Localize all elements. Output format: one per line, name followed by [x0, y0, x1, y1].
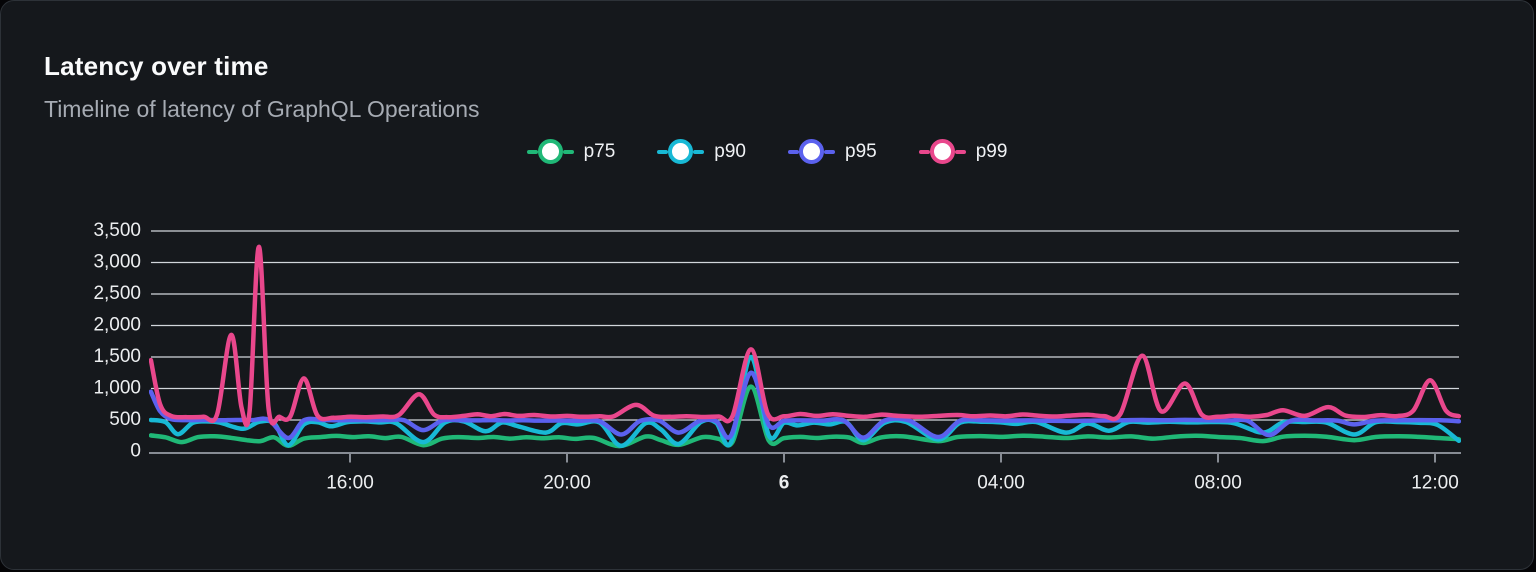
page-title: Latency over time — [44, 51, 269, 81]
legend-dot-icon — [668, 139, 694, 164]
series-line-p99 — [149, 244, 1461, 428]
legend-series-marker-icon — [657, 139, 705, 164]
x-axis-label: 04:00 — [977, 473, 1025, 494]
y-axis-label: 3,000 — [93, 252, 141, 273]
legend-dot-icon — [929, 139, 955, 164]
legend-line-icon — [954, 149, 966, 154]
series-line-p95 — [149, 370, 1461, 441]
y-axis-label: 1,500 — [93, 346, 141, 367]
legend-line-icon — [788, 149, 799, 154]
legend-item-label: p99 — [975, 140, 1008, 162]
legend-item-p75[interactable]: p75 — [526, 139, 616, 164]
legend-series-marker-icon — [918, 139, 966, 164]
page-subtitle: Timeline of latency of GraphQL Operation… — [44, 96, 480, 122]
y-axis-label: 2,000 — [93, 315, 141, 336]
legend-line-icon — [526, 149, 538, 154]
x-axis-label: 20:00 — [543, 473, 591, 494]
x-axis-label: 12:00 — [1411, 473, 1459, 494]
legend-line-icon — [657, 149, 669, 154]
y-axis-label: 3,500 — [93, 220, 141, 241]
chart-legend: p75 p90 p95 p99 — [1, 139, 1533, 164]
legend-item-p99[interactable]: p99 — [918, 139, 1008, 164]
legend-dot-icon — [799, 139, 824, 164]
x-axis-label: 6 — [779, 473, 790, 494]
legend-item-label: p75 — [583, 140, 616, 162]
y-axis-label: 500 — [109, 409, 141, 430]
latency-chart-svg[interactable]: 0 500 1,000 1,500 2,000 2,500 3,000 3,500 16:00 2… — [1, 201, 1534, 511]
x-axis-label: 08:00 — [1194, 473, 1242, 494]
legend-line-icon — [824, 149, 835, 154]
legend-line-icon — [918, 149, 930, 154]
y-axis-label: 2,500 — [93, 283, 141, 304]
legend-item-label: p90 — [714, 140, 746, 162]
legend-series-marker-icon — [788, 139, 835, 164]
series-line-p75 — [149, 384, 1461, 449]
legend-line-icon — [562, 149, 574, 154]
legend-item-p90[interactable]: p90 — [657, 139, 746, 164]
legend-series-marker-icon — [526, 139, 574, 164]
legend-item-p95[interactable]: p95 — [788, 139, 877, 164]
y-axis-label: 0 — [130, 441, 141, 462]
legend-item-label: p95 — [845, 140, 877, 162]
legend-line-icon — [693, 149, 705, 154]
x-axis-label: 16:00 — [326, 473, 374, 494]
legend-dot-icon — [537, 139, 563, 164]
y-axis-label: 1,000 — [93, 378, 141, 399]
